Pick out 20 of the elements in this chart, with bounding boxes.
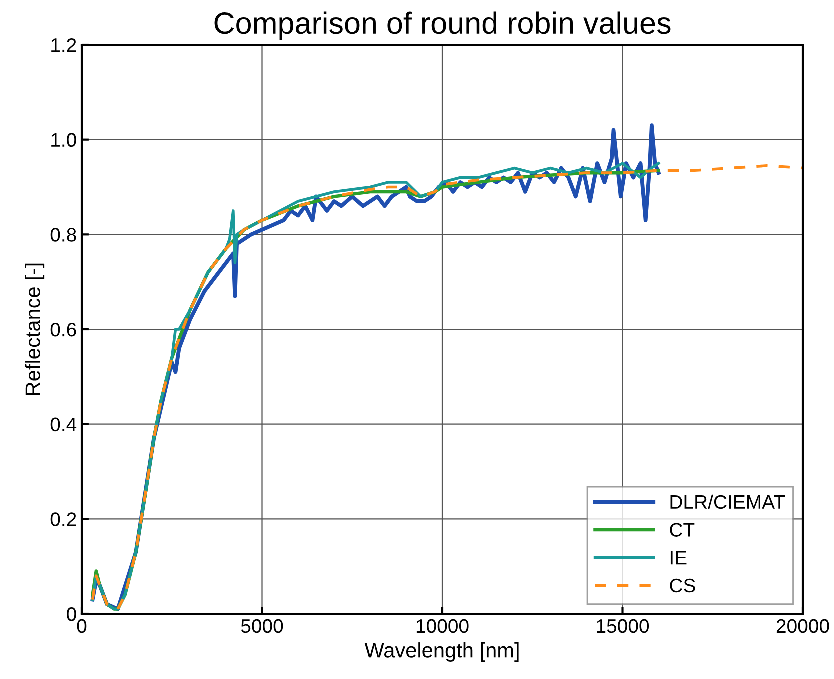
x-tick-label: 0 [77, 619, 87, 634]
x-tick-label: 20000 [776, 619, 830, 634]
x-tick-label: 10000 [416, 619, 469, 634]
x-tick-label: 15000 [597, 619, 650, 634]
line-series [91, 164, 803, 611]
chart-title: Comparison of round robin values [214, 12, 671, 40]
y-tick-label: 0.2 [50, 512, 76, 526]
y-tick-label: 1.2 [52, 38, 76, 52]
legend-label: DLR/CIEMAT [670, 494, 786, 510]
x-axis-title: Wavelength [nm] [364, 642, 519, 662]
y-tick-label: 0 [67, 607, 76, 622]
y-tick-label: 0.4 [50, 418, 77, 432]
y-tick-label: 0.6 [50, 322, 76, 337]
legend-label: CT [670, 523, 695, 537]
legend-label: IE [670, 551, 687, 565]
y-axis-title: Reflectance [-] [25, 264, 45, 395]
legend-label: CS [670, 578, 696, 593]
y-tick-label: 1.0 [52, 133, 76, 148]
y-tick-label: 0.8 [50, 228, 76, 242]
x-tick-label: 5000 [241, 619, 284, 634]
